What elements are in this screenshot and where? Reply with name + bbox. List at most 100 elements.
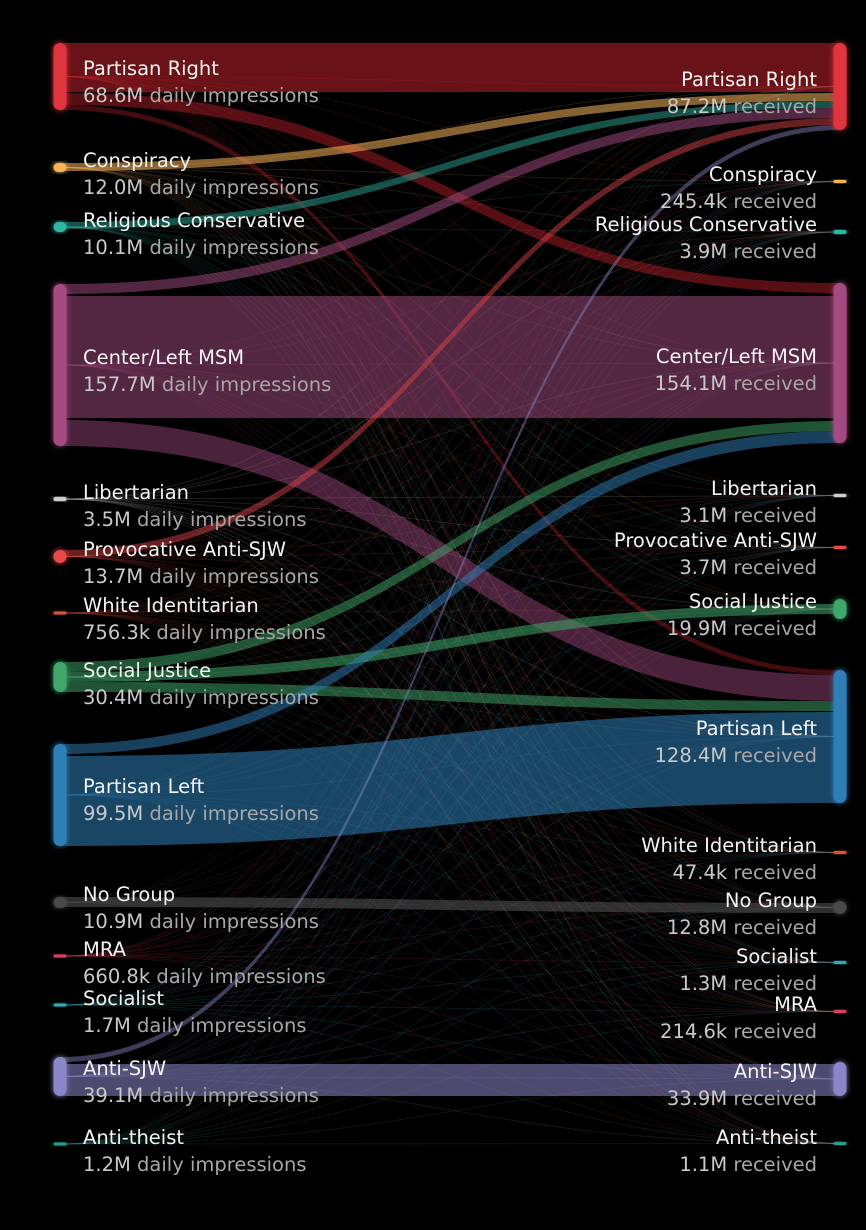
right-node-value: 47.4k (672, 861, 728, 884)
flow-minor-wi-rc (59, 231, 841, 614)
right-node-bar-rc (833, 230, 847, 234)
right-node-name: Anti-SJW (733, 1060, 817, 1083)
flow-minor-pr-lib (59, 76, 841, 496)
flow-minor-soc-wi (59, 852, 841, 1006)
flow-minor-rc-wi (59, 226, 841, 853)
right-node-bar-con (833, 180, 847, 183)
flow-minor-mra-lib (59, 495, 841, 957)
flow-minor-sj-lib (59, 495, 841, 678)
left-node-name: Anti-SJW (83, 1057, 167, 1080)
left-label-libertarian: Libertarian 3.5M daily impressions (83, 479, 307, 533)
left-node-bar-wi (53, 611, 67, 615)
flow-religious-conservative-to-partisan-right (60, 101, 840, 229)
left-node-bar-sj (53, 662, 67, 692)
right-node-unit: received (733, 1020, 817, 1043)
left-node-bar-soc (53, 1003, 67, 1007)
left-node-name: White Identitarian (83, 594, 259, 617)
flow-minor-ng-pas (59, 547, 841, 903)
flow-minor-rc-rc (59, 226, 841, 233)
right-node-bar-soc (833, 961, 847, 964)
left-node-bar-con (53, 163, 67, 172)
right-label-partisan-left: Partisan Left 128.4M received (655, 715, 818, 769)
left-node-value: 99.5M (83, 802, 144, 825)
flow-minor-asj-pr (59, 86, 841, 1077)
right-node-name: Partisan Right (681, 68, 817, 91)
flow-minor-con-ng (59, 167, 841, 908)
flow-minor-ath-ng (59, 907, 841, 1145)
flow-partisan-left-to-msm (60, 431, 840, 754)
right-node-name: Center/Left MSM (655, 345, 817, 368)
right-node-unit: received (733, 617, 817, 640)
left-node-unit: daily impressions (149, 1084, 319, 1107)
flow-minor-lib-wi (59, 498, 841, 853)
flow-minor-wi-lib (59, 495, 841, 614)
right-node-bar-mra (833, 1010, 847, 1013)
flow-msm-to-partisan-left (60, 420, 840, 701)
left-label-no-group: No Group 10.9M daily impressions (83, 881, 319, 935)
flow-msm-to-msm (60, 296, 840, 418)
left-node-bar-mra (53, 954, 67, 958)
right-node-value: 1.1M (679, 1153, 728, 1176)
flow-minor-ath-soc (59, 962, 841, 1145)
right-node-name: Anti-theist (715, 1126, 817, 1149)
left-node-name: Provocative Anti-SJW (83, 538, 287, 561)
right-node-value: 214.6k (660, 1020, 728, 1043)
left-node-unit: daily impressions (149, 686, 319, 709)
flow-minor-sj-con (59, 181, 841, 678)
flow-minor-sj-ath (59, 676, 841, 1144)
right-label-religious-conservative: Religious Conservative 3.9M received (595, 211, 817, 265)
flow-social-justice-to-social-justice (60, 604, 840, 682)
right-node-bar-msm (833, 283, 847, 443)
right-label-partisan-right: Partisan Right 87.2M received (667, 66, 817, 120)
flow-minor-lib-soc (59, 498, 841, 963)
right-node-name: Social Justice (688, 590, 817, 613)
left-label-provocative-anti-sjw: Provocative Anti-SJW 13.7M daily impress… (83, 536, 319, 590)
right-node-unit: received (733, 972, 817, 995)
left-label-anti-sjw: Anti-SJW 39.1M daily impressions (83, 1055, 319, 1109)
flow-minor-lib-pr (59, 86, 841, 500)
right-node-unit: received (733, 95, 817, 118)
flow-minor-rc-pr (59, 86, 841, 228)
left-label-anti-theist: Anti-theist 1.2M daily impressions (83, 1124, 307, 1178)
flow-minor-pr-asj (59, 76, 841, 1080)
left-node-unit: daily impressions (149, 910, 319, 933)
left-node-unit: daily impressions (149, 236, 319, 259)
flow-minor-mra-soc (59, 955, 841, 963)
flow-conspiracy-to-partisan-right (60, 93, 840, 171)
flow-minor-sj-mra (59, 676, 841, 1012)
flow-minor-pr-ng (59, 76, 841, 908)
left-node-name: No Group (83, 883, 176, 906)
left-node-bar-rc (53, 222, 67, 232)
left-node-name: Partisan Left (83, 775, 205, 798)
flow-minor-pas-ng (59, 556, 841, 908)
left-node-bar-msm (53, 284, 67, 446)
left-label-partisan-left: Partisan Left 99.5M daily impressions (83, 773, 319, 827)
right-node-value: 3.7M (679, 556, 728, 579)
left-node-bar-asj (53, 1057, 67, 1096)
left-node-name: Anti-theist (83, 1126, 185, 1149)
right-node-value: 3.9M (679, 240, 728, 263)
right-node-unit: received (733, 916, 817, 939)
flow-minor-sj-asj (59, 676, 841, 1080)
left-node-bar-pas (53, 550, 67, 563)
flow-social-justice-to-msm (60, 421, 840, 672)
left-node-value: 10.9M (83, 910, 144, 933)
flow-minor-con-wi (59, 167, 841, 853)
right-node-unit: received (733, 556, 817, 579)
right-node-value: 1.3M (679, 972, 728, 995)
flow-links (59, 43, 841, 1145)
right-node-value: 128.4M (654, 744, 728, 767)
flow-minor-con-con (59, 167, 841, 182)
right-node-bar-ath (833, 1142, 847, 1145)
left-node-unit: daily impressions (149, 565, 319, 588)
right-node-name: No Group (724, 889, 817, 912)
left-node-unit: daily impressions (156, 965, 326, 988)
flow-minor-pl-pr (59, 86, 841, 796)
flow-anti-sjw-to-partisan-right (60, 125, 840, 1062)
right-node-bar-pl (833, 670, 847, 803)
flow-minor-pas-sj (59, 556, 841, 610)
flow-minor-con-soc (59, 167, 841, 963)
left-label-center-left-msm: Center/Left MSM 157.7M daily impressions (83, 344, 331, 398)
right-node-name: Religious Conservative (594, 213, 817, 236)
left-node-value: 10.1M (83, 236, 144, 259)
